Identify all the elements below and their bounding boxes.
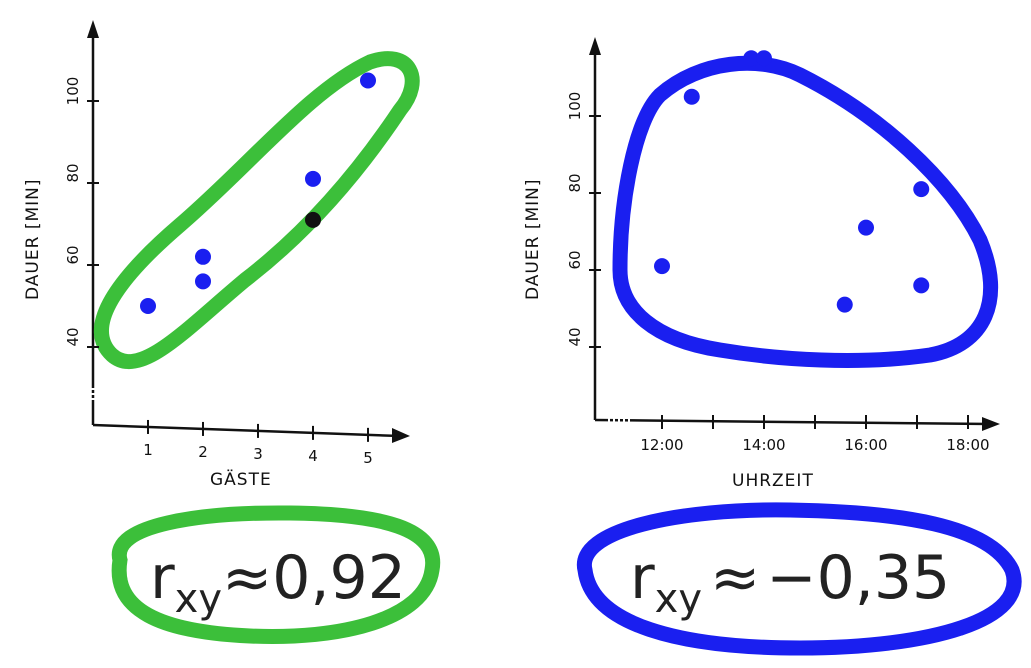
svg-text:rxy≈−0,35: rxy ≈ −0,35 <box>630 543 950 622</box>
data-point <box>683 88 700 105</box>
left-r-symbol: r <box>150 543 175 613</box>
left-approx-symbol: ≈ <box>222 543 272 613</box>
data-point <box>360 72 376 89</box>
y-tick-label: 100 <box>64 77 82 106</box>
x-tick-label: 18:00 <box>946 436 989 454</box>
data-point <box>913 277 930 294</box>
svg-text:rxy≈0,92: rxy≈0,92 <box>150 543 406 622</box>
x-tick-label: 3 <box>253 445 263 463</box>
left-x-label: GÄSTE <box>210 469 272 490</box>
y-tick-label: 100 <box>566 92 584 121</box>
x-tick-label: 1 <box>143 441 153 459</box>
left-r-subscript: xy <box>175 576 222 622</box>
left-points <box>140 72 376 314</box>
left-annotation-ellipse <box>111 505 441 644</box>
right-annotation-ellipse <box>576 502 1022 656</box>
data-point <box>654 258 670 275</box>
x-tick-label: 5 <box>363 449 373 467</box>
x-tick-label: 12:00 <box>640 436 683 454</box>
data-point <box>913 181 930 198</box>
y-tick-label: 40 <box>64 327 82 346</box>
right-ticks: 40 60 80 100 12:00 14:00 16:00 18:00 <box>566 92 990 454</box>
right-approx-symbol: ≈ <box>710 543 760 613</box>
data-point <box>195 248 211 265</box>
left-x-arrow <box>392 428 410 443</box>
right-r-subscript: xy <box>655 576 702 622</box>
data-point <box>195 273 211 290</box>
right-chart: 40 60 80 100 12:00 14:00 16:00 18:00 UHRZEIT DA… <box>523 37 1000 491</box>
data-point <box>858 219 874 236</box>
right-points <box>654 50 930 313</box>
left-ticks: 40 60 80 100 1 2 3 4 5 <box>64 77 373 467</box>
right-r-value: −0,35 <box>766 543 950 613</box>
left-chart: 40 60 80 100 1 2 3 4 5 GÄSTE DAUER [MIN] <box>23 20 420 490</box>
right-cluster-ellipse <box>612 55 999 368</box>
left-y-arrow <box>87 20 99 38</box>
data-point <box>305 211 321 228</box>
x-tick-label: 4 <box>308 447 318 465</box>
data-point <box>836 296 853 313</box>
x-tick-label: 14:00 <box>742 436 785 454</box>
y-tick-label: 80 <box>64 163 82 182</box>
data-point <box>756 50 772 67</box>
data-point <box>305 170 321 187</box>
x-tick-label: 2 <box>198 443 208 461</box>
left-annotation: rxy≈0,92 <box>111 505 441 644</box>
y-tick-label: 80 <box>566 173 584 192</box>
left-r-value: 0,92 <box>272 543 406 613</box>
y-tick-label: 60 <box>64 245 82 264</box>
y-tick-label: 40 <box>566 327 584 346</box>
right-x-label: UHRZEIT <box>732 471 814 491</box>
right-y-label: DAUER [MIN] <box>523 179 543 300</box>
x-tick-label: 16:00 <box>844 436 887 454</box>
left-y-label: DAUER [MIN] <box>23 179 43 300</box>
data-point <box>140 298 156 314</box>
left-x-axis <box>92 423 401 438</box>
right-x-axis <box>594 418 991 426</box>
right-y-arrow <box>589 37 601 55</box>
right-r-symbol: r <box>630 543 655 613</box>
right-x-arrow <box>982 417 1000 431</box>
data-point <box>743 50 760 67</box>
right-annotation: rxy ≈ −0,35 <box>576 502 1022 656</box>
y-tick-label: 60 <box>566 250 584 269</box>
left-cluster-ellipse <box>93 51 420 369</box>
